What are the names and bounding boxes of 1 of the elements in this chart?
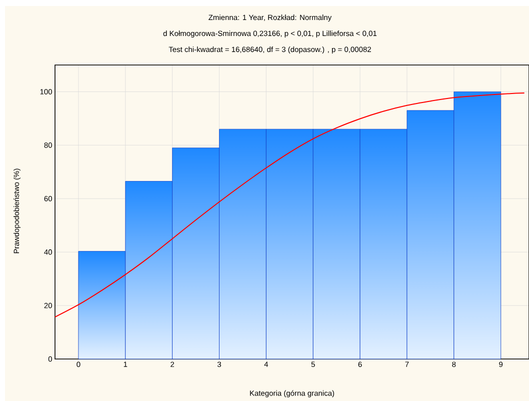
line-series — [54, 92, 525, 318]
